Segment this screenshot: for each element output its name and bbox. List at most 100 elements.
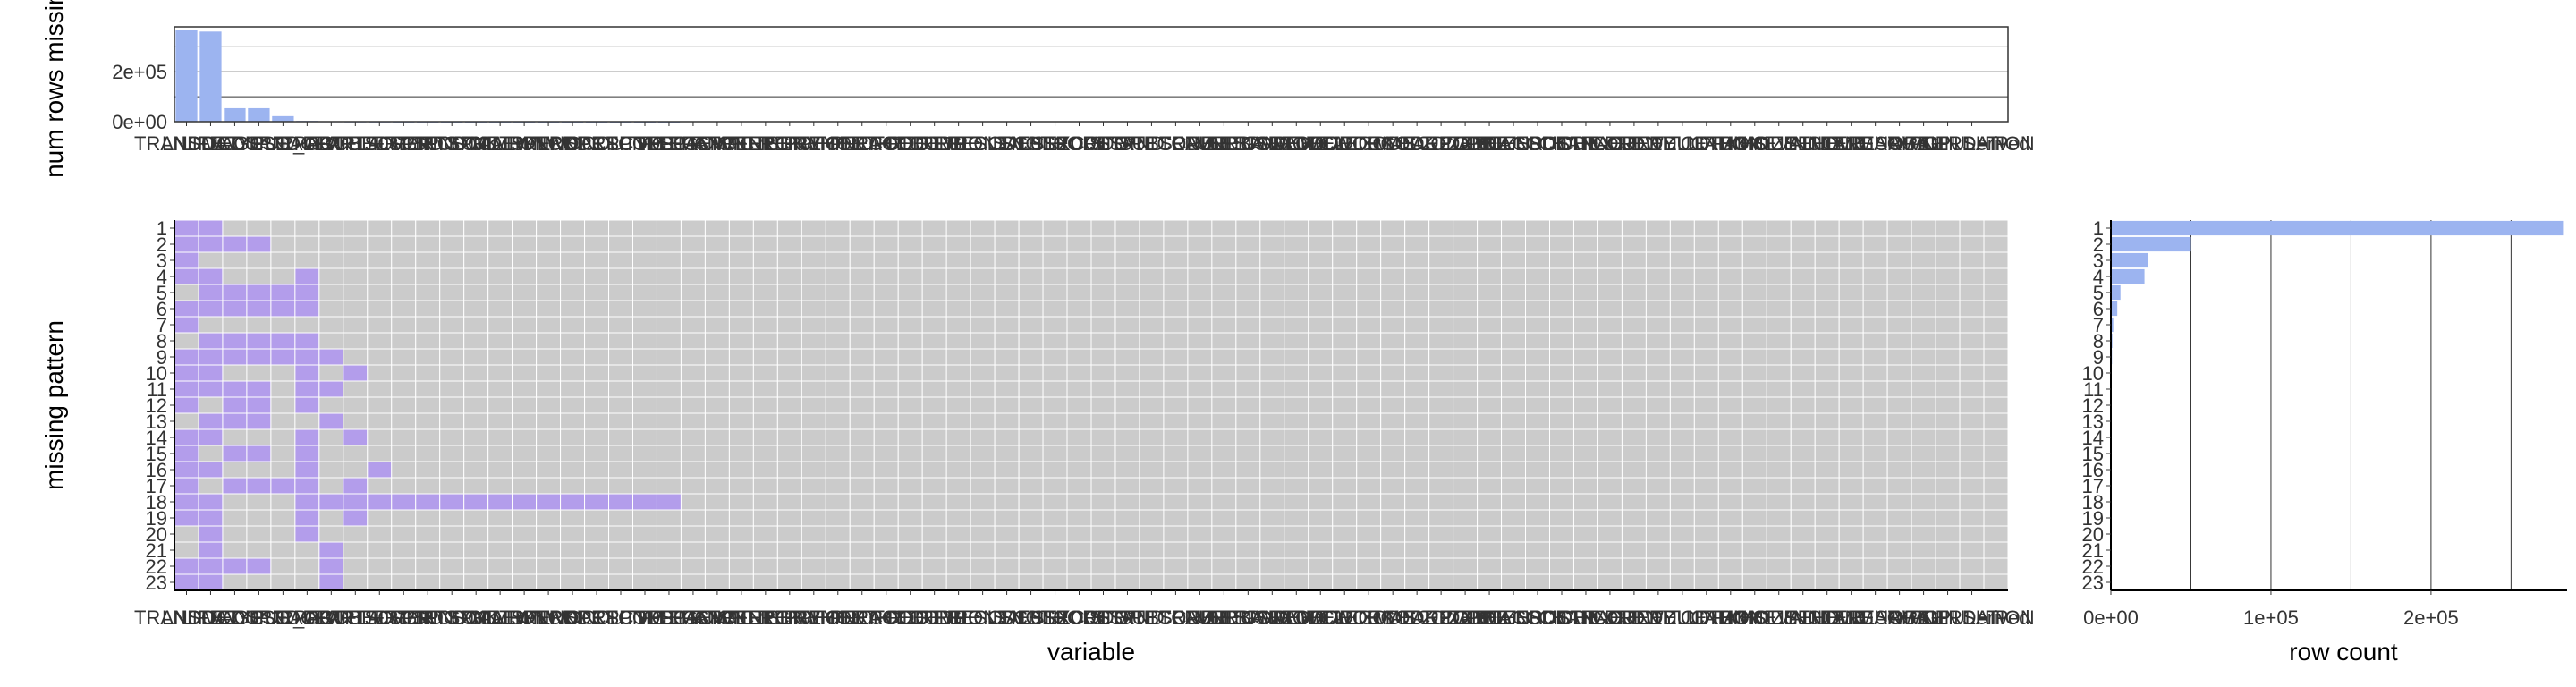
present-cell-20-transdat bbox=[174, 525, 199, 543]
present-cell-1-dwelling bbox=[1669, 219, 1695, 237]
present-cell-18-ownership bbox=[1935, 493, 1961, 511]
present-cell-8-wealthcode bbox=[1356, 332, 1382, 350]
present-cell-11-pcthspanic bbox=[656, 380, 682, 398]
present-cell-8-occutype bbox=[608, 332, 633, 350]
present-cell-7-mktspend bbox=[512, 316, 538, 334]
present-cell-2-tpartfla bbox=[318, 235, 344, 253]
present-cell-14-mktspend bbox=[512, 428, 538, 446]
present-cell-6-income bbox=[1814, 300, 1840, 318]
present-cell-16-county bbox=[1621, 461, 1647, 479]
top-x-tick-label-schlcode: SCHLCODE bbox=[1000, 132, 1109, 155]
present-cell-18-workcode bbox=[1380, 493, 1406, 511]
present-cell-15-profcode bbox=[873, 445, 899, 462]
missing-cell-20-pur-occu bbox=[294, 525, 320, 543]
present-cell-17-incscalew bbox=[463, 477, 489, 495]
present-cell-3-children bbox=[1597, 251, 1623, 269]
present-cell-14-buyercode bbox=[1525, 428, 1551, 446]
present-cell-18-yearcode bbox=[1428, 493, 1454, 511]
present-cell-9-usercode bbox=[1284, 348, 1309, 366]
present-cell-2-pctrenter bbox=[728, 235, 754, 253]
missing-cell-7-transdat bbox=[174, 316, 199, 334]
present-cell-9-artsoper bbox=[367, 348, 393, 366]
present-cell-7-tpartflm bbox=[343, 316, 369, 334]
present-cell-6-pctcollege bbox=[632, 300, 657, 318]
present-cell-18-relcode bbox=[970, 493, 996, 511]
present-cell-20-derived bbox=[1983, 525, 2009, 543]
present-cell-22-household bbox=[1790, 557, 1816, 575]
present-cell-12-children bbox=[1597, 396, 1623, 414]
present-cell-13-location bbox=[487, 412, 513, 430]
missing-cell-9-lifecycle bbox=[222, 348, 248, 366]
present-cell-15-ownership bbox=[1935, 445, 1961, 462]
present-cell-17-xmascode bbox=[1404, 477, 1430, 495]
present-cell-14-bedspndg bbox=[391, 428, 417, 446]
present-cell-19-usercode bbox=[1284, 509, 1309, 527]
present-cell-1-mrktcode bbox=[536, 219, 562, 237]
present-cell-18-famsize bbox=[1741, 493, 1767, 511]
present-cell-15-nwsprspnd bbox=[584, 445, 610, 462]
present-cell-19-reslength bbox=[994, 509, 1020, 527]
present-cell-11-incscalew bbox=[463, 380, 489, 398]
present-cell-23-rectype bbox=[921, 573, 947, 591]
present-cell-2-urbancode bbox=[1259, 235, 1285, 253]
present-cell-16-workcode bbox=[1380, 461, 1406, 479]
present-cell-21-famsize bbox=[1741, 541, 1767, 559]
present-cell-5-interest bbox=[1838, 284, 1864, 301]
present-cell-2-mrktcode bbox=[536, 235, 562, 253]
missing-cell-18-artsoper bbox=[367, 493, 393, 511]
present-cell-21-tenure bbox=[1187, 541, 1213, 559]
present-cell-22-derived bbox=[1983, 557, 2009, 575]
present-cell-21-giftspnd bbox=[439, 541, 465, 559]
present-cell-1-wealthcode bbox=[1356, 219, 1382, 237]
present-cell-5-subscribe bbox=[1163, 284, 1189, 301]
present-cell-13-channel bbox=[1572, 412, 1598, 430]
present-cell-22-rectype bbox=[921, 557, 947, 575]
present-cell-6-travelspnd bbox=[1211, 300, 1237, 318]
present-cell-13-unitcode bbox=[1235, 412, 1261, 430]
present-cell-21-bedspndg bbox=[391, 541, 417, 559]
present-cell-13-homevalue bbox=[1766, 412, 1792, 430]
present-cell-20-creditcd bbox=[1645, 525, 1671, 543]
heatmap-x-tick-label-valuecode: VALUECODE bbox=[1260, 606, 1380, 629]
present-cell-13-creditcd bbox=[1645, 412, 1671, 430]
present-cell-6-wealthcode bbox=[1356, 300, 1382, 318]
present-cell-14-racecode bbox=[897, 428, 923, 446]
present-cell-2-occutype bbox=[608, 235, 633, 253]
top-x-tick-label-location: LOCATION bbox=[451, 132, 550, 155]
present-cell-23-location bbox=[487, 573, 513, 591]
present-cell-15-origin bbox=[1911, 445, 1936, 462]
present-cell-10-wealthcode bbox=[1356, 364, 1382, 382]
present-cell-23-bedspndg bbox=[391, 573, 417, 591]
present-cell-23-tenure bbox=[1187, 573, 1213, 591]
present-cell-11-buyercode bbox=[1525, 380, 1551, 398]
present-cell-5-homevalue bbox=[1766, 284, 1792, 301]
present-cell-5-mrktcode bbox=[536, 284, 562, 301]
present-cell-7-famsize bbox=[1741, 316, 1767, 334]
present-cell-19-sportspnd bbox=[1090, 509, 1116, 527]
present-cell-6-salute bbox=[1018, 300, 1044, 318]
heatmap-y-tick-label-11: 11 bbox=[147, 378, 167, 401]
present-cell-1-xmascode bbox=[1404, 219, 1430, 237]
present-cell-2-pcthspanic bbox=[656, 235, 682, 253]
present-cell-5-origin bbox=[1911, 284, 1936, 301]
present-cell-7-occutype bbox=[608, 316, 633, 334]
heatmap-x-tick-label-location: LOCATION bbox=[451, 606, 550, 629]
missing-cell-18-occutype bbox=[608, 493, 633, 511]
present-cell-22-unitcode bbox=[1235, 557, 1261, 575]
present-cell-11-pctmanuf bbox=[680, 380, 706, 398]
present-cell-20-zipplus bbox=[1477, 525, 1503, 543]
present-cell-16-sexcode bbox=[1066, 461, 1092, 479]
present-cell-22-children bbox=[1597, 557, 1623, 575]
present-cell-14-tpartfla bbox=[318, 428, 344, 446]
present-cell-21-transdat bbox=[174, 541, 199, 559]
present-cell-16-incscalew bbox=[463, 461, 489, 479]
present-cell-8-mktspend bbox=[512, 332, 538, 350]
present-cell-17-usercode bbox=[1284, 477, 1309, 495]
missing-bar-agescalew bbox=[272, 115, 294, 122]
present-cell-20-nrkind bbox=[560, 525, 586, 543]
present-cell-17-education bbox=[1693, 477, 1719, 495]
present-cell-11-phonecode bbox=[849, 380, 875, 398]
present-cell-13-zipplus bbox=[1477, 412, 1503, 430]
present-cell-16-channel bbox=[1572, 461, 1598, 479]
